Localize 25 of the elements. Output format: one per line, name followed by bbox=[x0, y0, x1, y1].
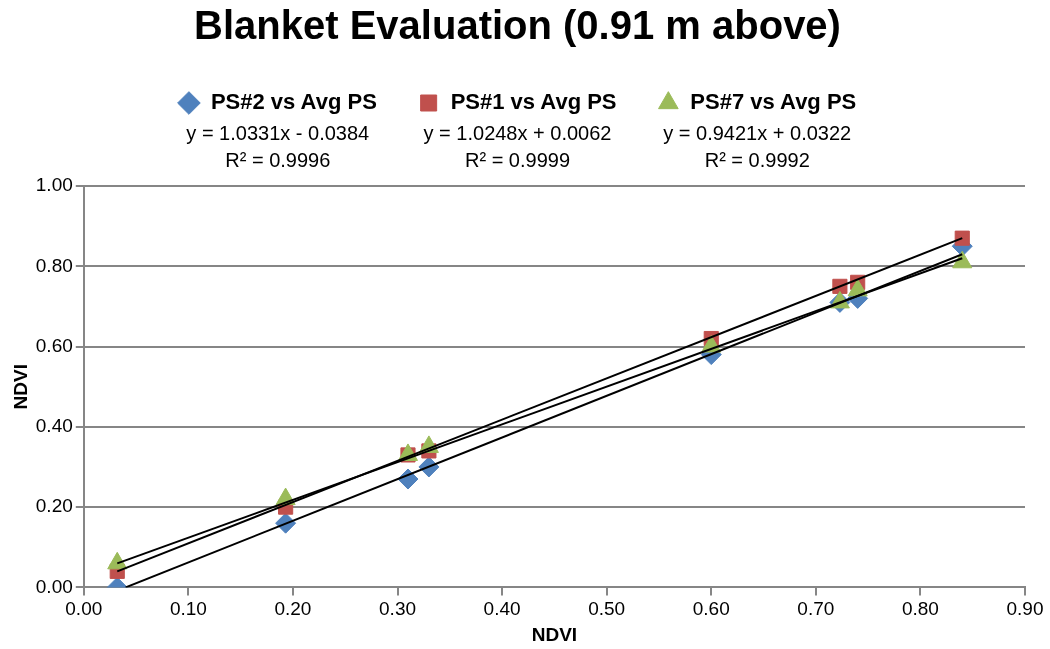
x-tick-label: 0.30 bbox=[379, 598, 417, 620]
y-tick-label: 0.60 bbox=[35, 334, 73, 356]
x-tick-label: 0.60 bbox=[692, 598, 730, 620]
text: y = 1.0331x - 0.0384 R² = 0.9996 bbox=[186, 121, 370, 171]
y-tick-label: 0.00 bbox=[35, 575, 73, 597]
x-tick-label: 0.40 bbox=[483, 598, 521, 620]
legend-label: PS#1 vs Avg PS bbox=[450, 89, 617, 115]
x-tick-label: 0.70 bbox=[797, 598, 835, 620]
x-tick-label: 0.00 bbox=[65, 598, 103, 620]
x-tick-label: 0.50 bbox=[588, 598, 626, 620]
chart-title: Blanket Evaluation (0.91 m above) bbox=[194, 3, 841, 48]
y-tick-label: 0.40 bbox=[35, 415, 73, 437]
y-tick-label: 1.00 bbox=[35, 174, 73, 196]
x-tick-label: 0.90 bbox=[1006, 598, 1044, 620]
text: y = 1.0248x + 0.0062 R² = 0.9999 bbox=[423, 121, 612, 171]
legend-label: PS#7 vs Avg PS bbox=[690, 89, 857, 115]
y-axis-title: NDVI bbox=[9, 364, 31, 410]
y-tick-label: 0.80 bbox=[35, 254, 73, 276]
legend-label: PS#2 vs Avg PS bbox=[210, 89, 377, 115]
y-tick-label: 0.20 bbox=[35, 495, 73, 517]
text: y = 0.9421x + 0.0322 R² = 0.9992 bbox=[663, 121, 852, 171]
x-tick-label: 0.20 bbox=[274, 598, 312, 620]
x-tick-label: 0.10 bbox=[169, 598, 207, 620]
x-tick-label: 0.80 bbox=[901, 598, 939, 620]
x-axis-title: NDVI bbox=[531, 623, 578, 645]
